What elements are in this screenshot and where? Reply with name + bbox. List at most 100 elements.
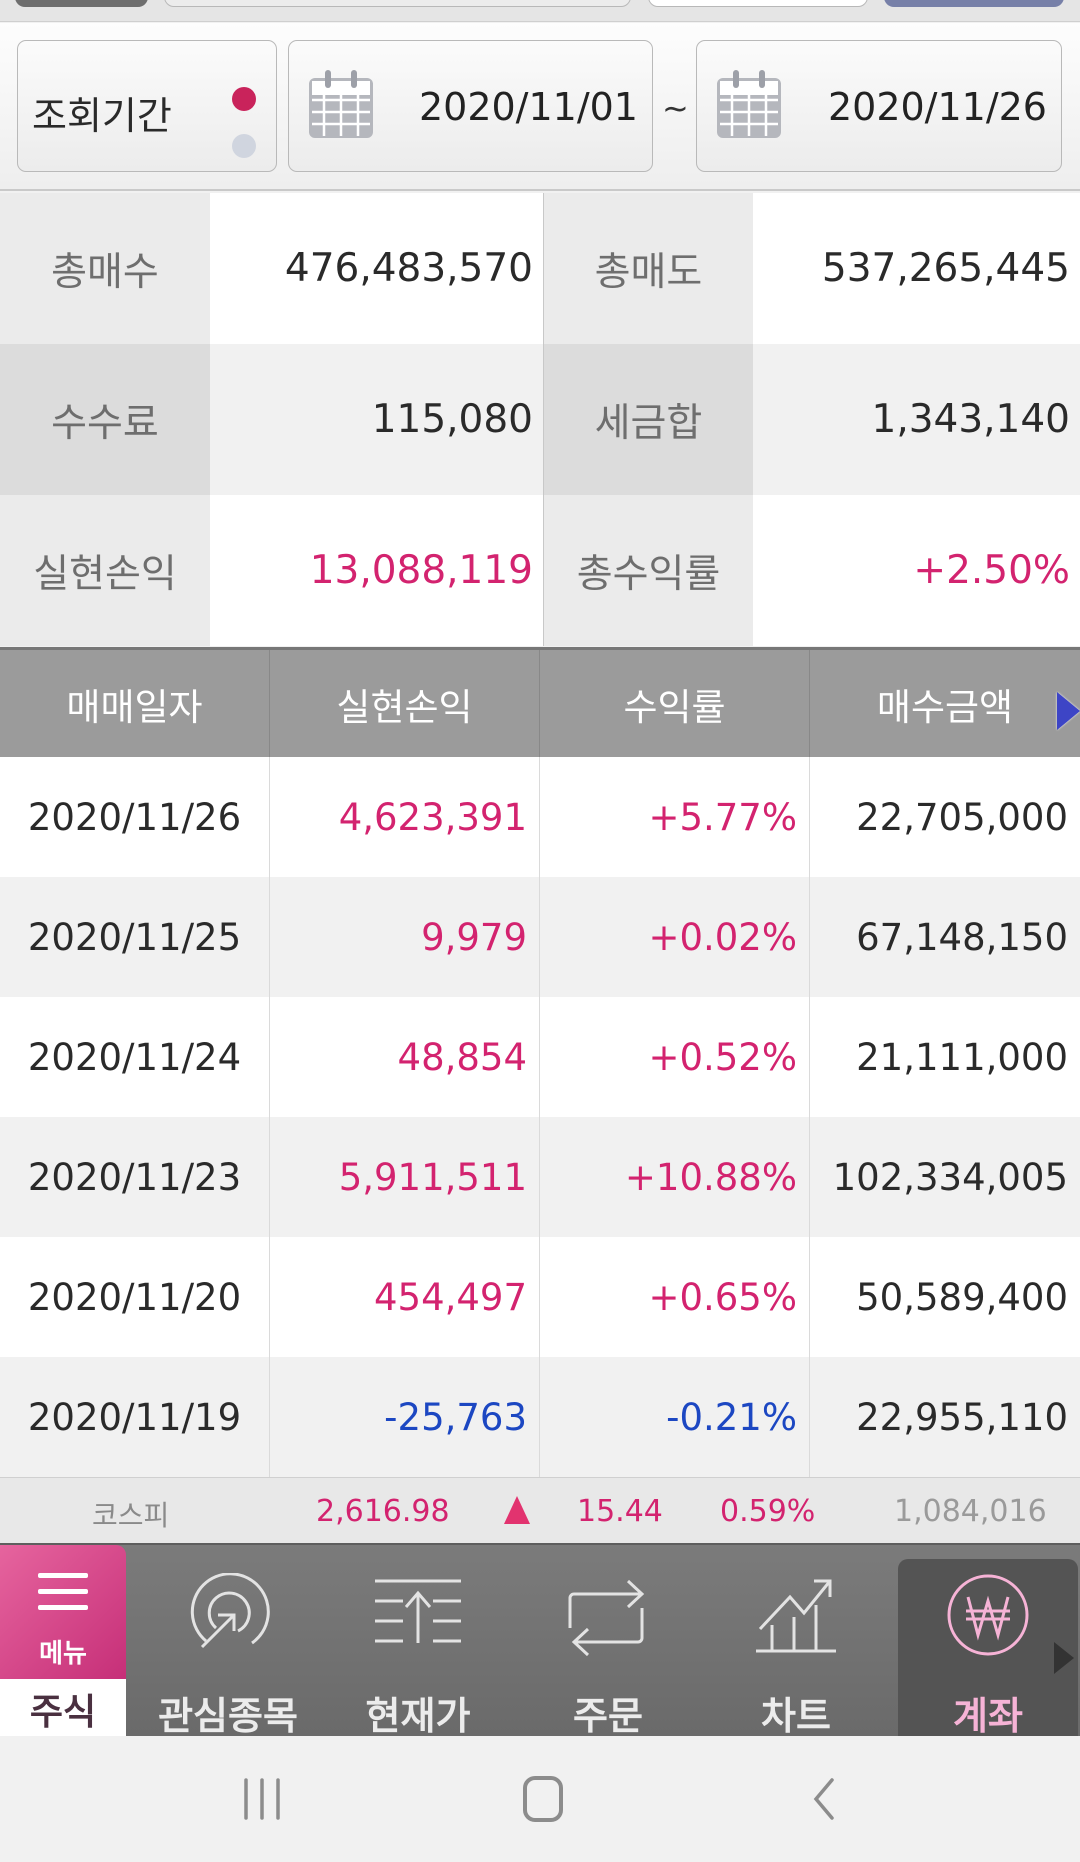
- current-price-icon: [375, 1579, 461, 1643]
- index-percent: 0.59%: [720, 1494, 816, 1529]
- watchlist-icon: [190, 1573, 270, 1649]
- cell-date: 2020/11/26: [0, 757, 270, 877]
- trade-table-body[interactable]: 2020/11/26 4,623,391 +5.77% 22,705,000 2…: [0, 757, 1080, 1477]
- nav-chart[interactable]: 차트: [706, 1545, 886, 1738]
- tax-value: 1,343,140: [753, 344, 1080, 495]
- stock-category-tab[interactable]: 주식: [0, 1679, 126, 1738]
- realized-pl-label: 실현손익: [0, 495, 210, 646]
- start-date: 2020/11/01: [418, 85, 638, 129]
- cell-buy-amount: 22,955,110: [856, 1395, 1068, 1439]
- end-date-picker[interactable]: 2020/11/26: [696, 40, 1062, 172]
- total-return-value: +2.50%: [753, 495, 1080, 646]
- nav-label: 차트: [761, 1694, 831, 1738]
- total-sell-value: 537,265,445: [753, 193, 1080, 344]
- index-value: 2,616.98: [316, 1494, 450, 1529]
- bottom-nav: 메뉴 주식 관심종목 현재가 주문: [0, 1543, 1080, 1738]
- period-selector: 조회기간 2020/11/01 ~ 2020/11/26: [0, 23, 1080, 191]
- start-date-picker[interactable]: 2020/11/01: [288, 40, 653, 172]
- cell-buy-amount: 22,705,000: [856, 795, 1068, 839]
- table-row[interactable]: 2020/11/19 -25,763 -0.21% 22,955,110: [0, 1357, 1080, 1477]
- menu-button[interactable]: 메뉴: [0, 1545, 126, 1679]
- nav-current-price[interactable]: 현재가: [328, 1545, 508, 1738]
- cell-buy-amount: 21,111,000: [856, 1035, 1068, 1079]
- top-toolbar-partial: [0, 0, 1080, 22]
- summary-row-totals: 총매수 476,483,570 총매도 537,265,445: [0, 193, 1080, 344]
- calendar-icon: [309, 70, 373, 138]
- index-name: 코스피: [92, 1499, 170, 1532]
- period-type-toggle[interactable]: 조회기간: [17, 40, 277, 172]
- total-sell-label: 총매도: [544, 193, 753, 344]
- header-return-rate[interactable]: 수익률: [540, 650, 810, 757]
- period-label: 조회기간: [32, 94, 172, 138]
- summary-row-fees: 수수료 115,080 세금합 1,343,140: [0, 344, 1080, 495]
- toggle-dot-inactive: [232, 134, 256, 158]
- nav-account[interactable]: 계좌: [898, 1559, 1078, 1738]
- nav-label: 현재가: [365, 1694, 471, 1738]
- toolbar-button-3[interactable]: [884, 0, 1064, 7]
- won-account-icon: [947, 1574, 1029, 1656]
- chart-icon: [756, 1579, 836, 1653]
- summary-panel: 총매수 476,483,570 총매도 537,265,445 수수료 115,…: [0, 193, 1080, 646]
- nav-watchlist[interactable]: 관심종목: [138, 1545, 318, 1738]
- cell-buy-amount: 50,589,400: [856, 1275, 1068, 1319]
- cell-date: 2020/11/19: [0, 1357, 270, 1477]
- nav-label: 주문: [573, 1694, 643, 1738]
- table-row[interactable]: 2020/11/24 48,854 +0.52% 21,111,000: [0, 997, 1080, 1117]
- cell-date: 2020/11/24: [0, 997, 270, 1117]
- end-date: 2020/11/26: [827, 85, 1047, 129]
- tax-label: 세금합: [544, 344, 753, 495]
- fee-value: 115,080: [210, 344, 543, 495]
- table-row[interactable]: 2020/11/20 454,497 +0.65% 50,589,400: [0, 1237, 1080, 1357]
- table-header: 매매일자 실현손익 수익률 매수금액: [0, 647, 1080, 757]
- fee-label: 수수료: [0, 344, 210, 495]
- cell-pl: 454,497: [270, 1237, 540, 1357]
- calendar-icon: [717, 70, 781, 138]
- index-volume: 1,084,016: [894, 1494, 1047, 1529]
- cell-rate: +0.65%: [540, 1237, 810, 1357]
- cell-rate: -0.21%: [540, 1357, 810, 1477]
- header-trade-date[interactable]: 매매일자: [0, 650, 270, 757]
- nav-label: 관심종목: [158, 1694, 298, 1738]
- cell-rate: +0.02%: [540, 877, 810, 997]
- toolbar-field[interactable]: [164, 0, 631, 7]
- menu-label: 메뉴: [39, 1639, 87, 1669]
- realized-pl-value: 13,088,119: [210, 495, 543, 646]
- cell-pl: 48,854: [270, 997, 540, 1117]
- back-icon[interactable]: [808, 1774, 838, 1824]
- recent-apps-icon[interactable]: [240, 1774, 284, 1824]
- cell-pl: 4,623,391: [270, 757, 540, 877]
- total-buy-value: 476,483,570: [210, 193, 543, 344]
- table-row[interactable]: 2020/11/25 9,979 +0.02% 67,148,150: [0, 877, 1080, 997]
- summary-row-profit: 실현손익 13,088,119 총수익률 +2.50%: [0, 495, 1080, 646]
- cell-rate: +0.52%: [540, 997, 810, 1117]
- nav-label: 계좌: [953, 1694, 1023, 1738]
- cell-buy-amount: 102,334,005: [832, 1155, 1068, 1199]
- total-return-label: 총수익률: [544, 495, 753, 646]
- scroll-right-arrow-icon[interactable]: [1057, 692, 1080, 730]
- table-row[interactable]: 2020/11/26 4,623,391 +5.77% 22,705,000: [0, 757, 1080, 877]
- toggle-dot-active: [232, 87, 256, 111]
- android-system-nav: [0, 1736, 1080, 1862]
- index-change: 15.44: [577, 1494, 663, 1529]
- cell-rate: +5.77%: [540, 757, 810, 877]
- toolbar-button-2[interactable]: [648, 0, 868, 7]
- order-icon: [568, 1579, 645, 1657]
- toolbar-button-1[interactable]: [15, 0, 148, 7]
- cell-date: 2020/11/20: [0, 1237, 270, 1357]
- nav-more-arrow-icon[interactable]: [1054, 1642, 1074, 1674]
- cell-pl: 5,911,511: [270, 1117, 540, 1237]
- header-realized-pl[interactable]: 실현손익: [270, 650, 540, 757]
- nav-order[interactable]: 주문: [518, 1545, 698, 1738]
- cell-date: 2020/11/25: [0, 877, 270, 997]
- cell-rate: +10.88%: [540, 1117, 810, 1237]
- home-icon[interactable]: [520, 1774, 566, 1824]
- hamburger-icon: [38, 1573, 88, 1621]
- total-buy-label: 총매수: [0, 193, 210, 344]
- header-buy-amount[interactable]: 매수금액: [876, 685, 1014, 729]
- cell-pl: 9,979: [270, 877, 540, 997]
- table-row[interactable]: 2020/11/23 5,911,511 +10.88% 102,334,005: [0, 1117, 1080, 1237]
- kospi-ticker[interactable]: 코스피 2,616.98 15.44 0.59% 1,084,016: [0, 1477, 1080, 1543]
- cell-buy-amount: 67,148,150: [856, 915, 1068, 959]
- column-divider: [543, 193, 544, 646]
- up-triangle-icon: [504, 1496, 530, 1524]
